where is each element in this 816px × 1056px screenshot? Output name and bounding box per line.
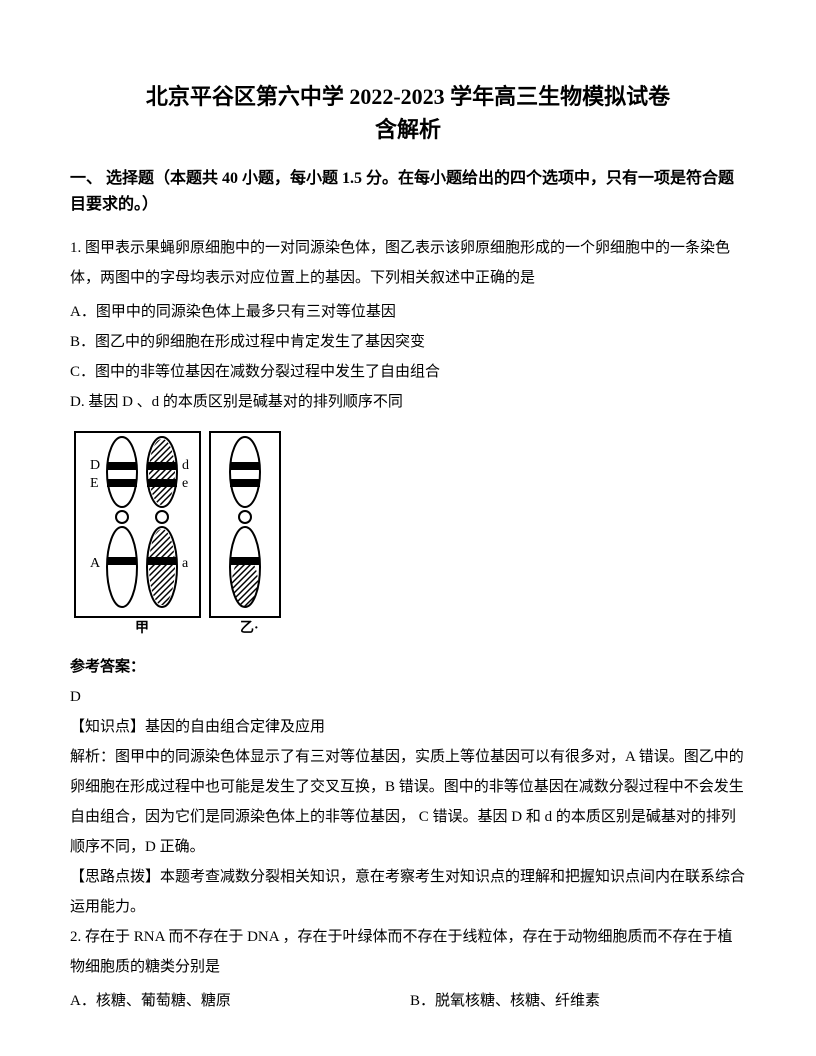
knowledge-point: 【知识点】基因的自由组合定律及应用: [70, 712, 746, 742]
svg-text:乙·: 乙·: [240, 620, 259, 636]
guidance-text: 【思路点拨】本题考查减数分裂相关知识，意在考察考生对知识点的理解和把握知识点间内…: [70, 862, 746, 922]
question1-option-d: D. 基因 D 、d 的本质区别是碱基对的排列顺序不同: [70, 387, 746, 417]
answer-label: 参考答案：: [70, 652, 746, 682]
title-line2: 含解析: [70, 113, 746, 146]
chromosome-svg: D E A d e a 甲 乙·: [70, 427, 290, 637]
svg-text:D: D: [90, 458, 100, 473]
question1-option-a: A．图甲中的同源染色体上最多只有三对等位基因: [70, 297, 746, 327]
answer-value: D: [70, 682, 746, 712]
svg-text:a: a: [182, 556, 189, 571]
question2-stem: 2. 存在于 RNA 而不存在于 DNA ，存在于叶绿体而不存在于线粒体，存在于…: [70, 922, 746, 982]
section-heading: 一、 选择题（本题共 40 小题，每小题 1.5 分。在每小题给出的四个选项中，…: [70, 166, 746, 217]
question1-stem: 1. 图甲表示果蝇卵原细胞中的一对同源染色体，图乙表示该卵原细胞形成的一个卵细胞…: [70, 233, 746, 293]
question1-option-b: B．图乙中的卵细胞在形成过程中肯定发生了基因突变: [70, 327, 746, 357]
svg-text:e: e: [182, 476, 188, 491]
title-line1: 北京平谷区第六中学 2022-2023 学年高三生物模拟试卷: [70, 80, 746, 113]
question2-option-a: A．核糖、葡萄糖、糖原: [70, 986, 410, 1016]
svg-text:E: E: [90, 476, 99, 491]
question2-option-b: B．脱氧核糖、核糖、纤维素: [410, 986, 746, 1016]
question2-options-row: A．核糖、葡萄糖、糖原 B．脱氧核糖、核糖、纤维素: [70, 986, 746, 1016]
chromosome-diagram: D E A d e a 甲 乙·: [70, 427, 746, 642]
svg-text:A: A: [90, 556, 101, 571]
svg-text:d: d: [182, 458, 189, 473]
svg-text:甲: 甲: [135, 620, 149, 636]
analysis-text: 解析：图甲中的同源染色体显示了有三对等位基因，实质上等位基因可以有很多对，A 错…: [70, 742, 746, 862]
question1-option-c: C．图中的非等位基因在减数分裂过程中发生了自由组合: [70, 357, 746, 387]
exam-title: 北京平谷区第六中学 2022-2023 学年高三生物模拟试卷 含解析: [70, 80, 746, 146]
